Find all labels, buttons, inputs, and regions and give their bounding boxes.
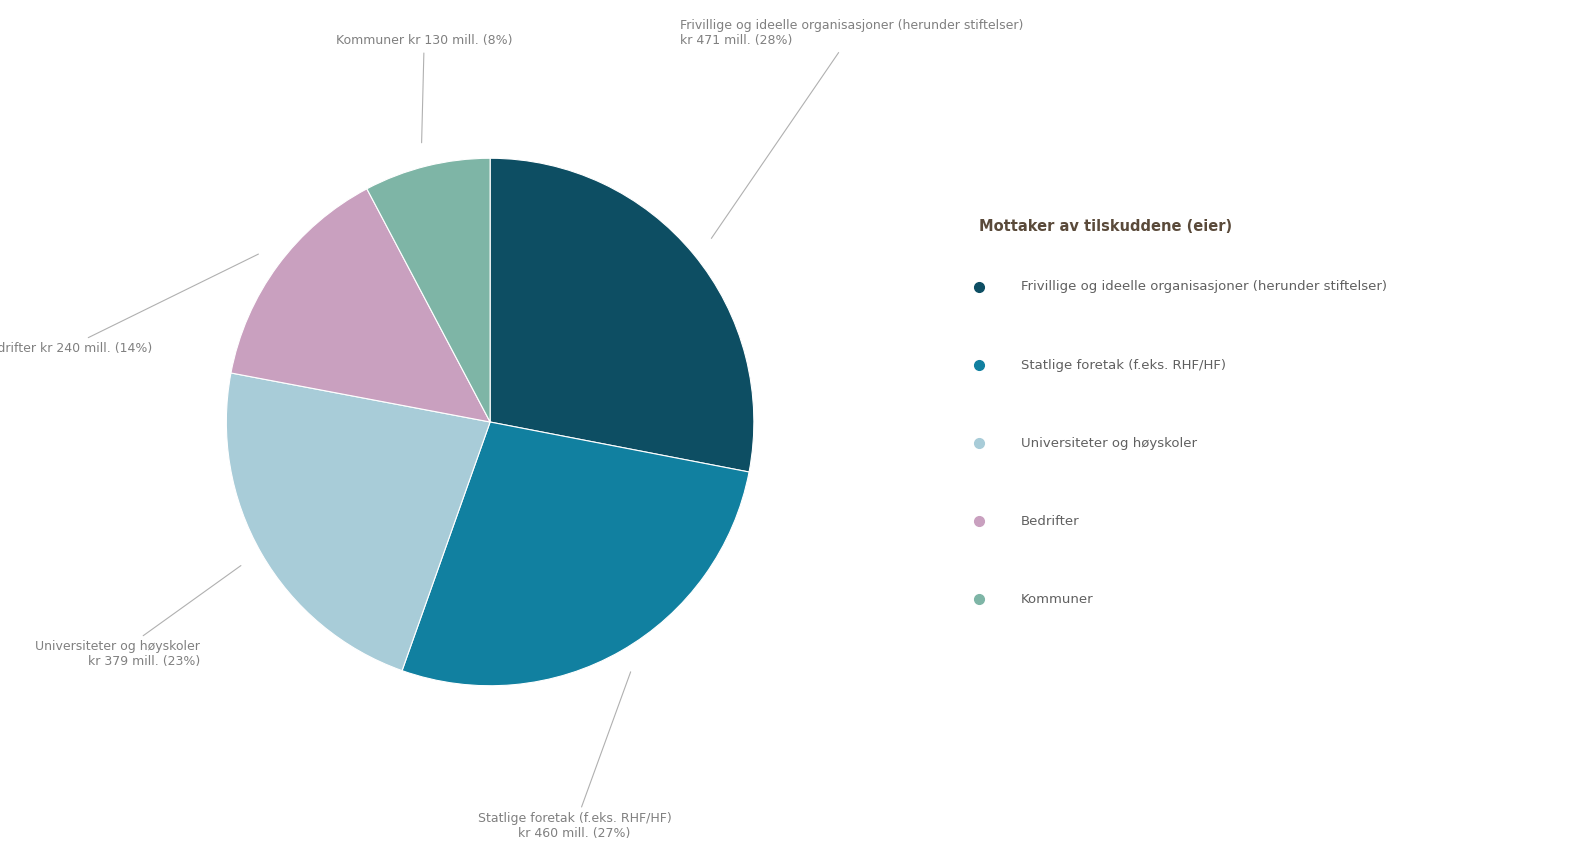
Wedge shape	[367, 158, 490, 422]
Wedge shape	[402, 422, 749, 685]
Text: Statlige foretak (f.eks. RHF/HF)
kr 460 mill. (27%): Statlige foretak (f.eks. RHF/HF) kr 460 …	[477, 672, 672, 841]
Text: Statlige foretak (f.eks. RHF/HF): Statlige foretak (f.eks. RHF/HF)	[1021, 359, 1225, 371]
Text: Universiteter og høyskoler
kr 379 mill. (23%): Universiteter og høyskoler kr 379 mill. …	[35, 565, 240, 668]
Text: Kommuner: Kommuner	[1021, 592, 1094, 606]
Text: Bedrifter: Bedrifter	[1021, 515, 1080, 528]
Text: Mottaker av tilskuddene (eier): Mottaker av tilskuddene (eier)	[979, 219, 1232, 235]
Text: Universiteter og høyskoler: Universiteter og høyskoler	[1021, 436, 1197, 450]
Text: Frivillige og ideelle organisasjoner (herunder stiftelser)
kr 471 mill. (28%): Frivillige og ideelle organisasjoner (he…	[680, 19, 1023, 238]
Wedge shape	[490, 158, 754, 472]
Text: Bedrifter kr 240 mill. (14%): Bedrifter kr 240 mill. (14%)	[0, 254, 258, 354]
Wedge shape	[226, 373, 490, 671]
Text: Kommuner kr 130 mill. (8%): Kommuner kr 130 mill. (8%)	[335, 35, 512, 143]
Wedge shape	[231, 189, 490, 422]
Text: Frivillige og ideelle organisasjoner (herunder stiftelser): Frivillige og ideelle organisasjoner (he…	[1021, 280, 1387, 294]
